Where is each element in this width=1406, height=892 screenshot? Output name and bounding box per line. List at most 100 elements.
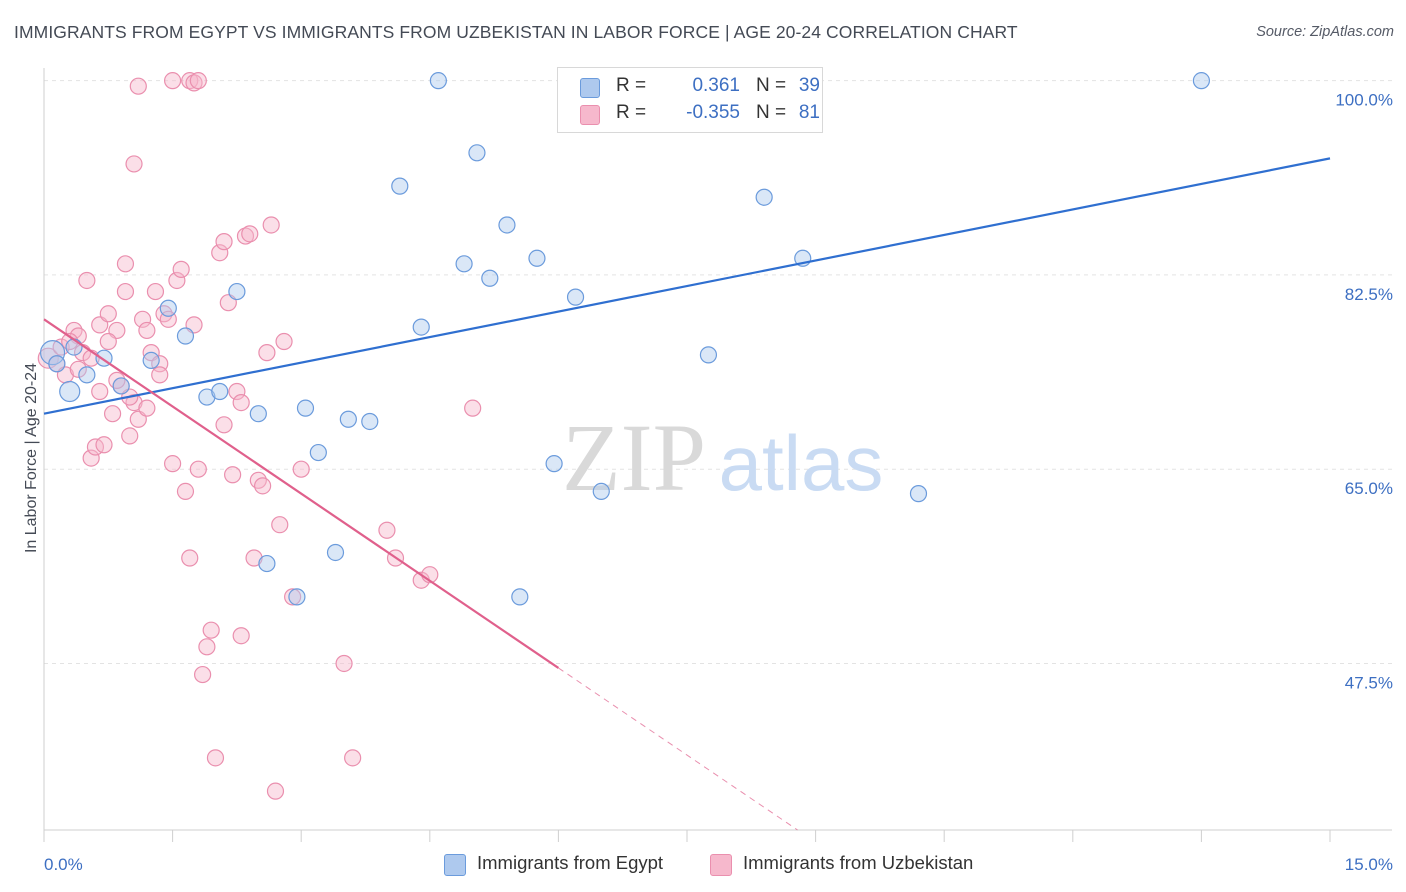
data-point: [592, 482, 610, 501]
data-point: [151, 366, 169, 384]
correlation-legend: R = 0.361 N = 39 R = -0.355 N = 81: [557, 67, 823, 133]
data-point: [125, 155, 143, 173]
data-point: [258, 554, 276, 573]
data-point: [211, 382, 229, 401]
data-point: [481, 269, 499, 287]
y-tick-label: 100.0%: [1335, 91, 1393, 110]
x-tick-label: 15.0%: [1345, 855, 1393, 874]
data-point: [511, 588, 529, 606]
axes: [43, 68, 1392, 842]
data-point: [232, 627, 250, 645]
data-point: [498, 216, 516, 234]
data-point: [224, 466, 242, 484]
data-point: [146, 282, 165, 301]
data-point: [91, 382, 109, 401]
trend-line-solid: [43, 157, 1331, 415]
series-uzbekistan-points: [37, 72, 482, 800]
trend-lines: [43, 157, 1331, 831]
data-point: [215, 416, 233, 434]
legend-label-uzbekistan: Immigrants from Uzbekistan: [743, 852, 974, 873]
data-point: [266, 782, 285, 800]
data-point: [232, 393, 250, 412]
data-point: [339, 410, 357, 428]
data-point: [99, 305, 117, 323]
y-tick-label: 65.0%: [1345, 479, 1393, 498]
data-point: [464, 399, 482, 417]
data-point: [198, 638, 216, 656]
legend-swatch-egypt: [580, 78, 600, 98]
data-point: [275, 332, 293, 351]
data-point: [168, 271, 186, 290]
legend-swatch-uzbekistan: [710, 854, 732, 876]
data-point: [296, 399, 315, 417]
data-point: [211, 244, 229, 262]
data-point: [1192, 72, 1211, 90]
legend-label-egypt: Immigrants from Egypt: [477, 852, 664, 873]
source-credit: Source: ZipAtlas.com: [1256, 24, 1394, 40]
data-point: [78, 271, 96, 290]
legend-r-label: R =: [616, 102, 647, 123]
data-point: [909, 485, 928, 503]
x-tick-label: 0.0%: [44, 855, 83, 874]
data-point: [262, 216, 280, 234]
data-point: [138, 321, 156, 340]
data-point: [254, 477, 272, 495]
data-point: [412, 318, 430, 336]
data-point: [335, 654, 353, 673]
data-point: [189, 72, 207, 90]
data-point: [755, 188, 773, 206]
chart-title: IMMIGRANTS FROM EGYPT VS IMMIGRANTS FROM…: [14, 22, 1018, 42]
data-point: [344, 749, 362, 767]
trend-line-solid: [43, 318, 560, 669]
data-point: [172, 260, 190, 278]
data-point: [116, 282, 135, 301]
legend-r-value: 0.361: [692, 75, 740, 96]
data-point: [245, 549, 263, 567]
x-tick-labels: 0.0% 15.0%: [44, 855, 1393, 874]
data-point: [103, 405, 122, 423]
data-point: [37, 347, 59, 369]
legend-n-label: N =: [756, 102, 787, 123]
data-point: [699, 346, 718, 364]
watermark-atlas: atlas: [719, 419, 884, 507]
trend-line-dashed: [558, 667, 798, 831]
data-point: [198, 388, 216, 406]
data-point: [545, 455, 563, 473]
data-point: [241, 225, 259, 243]
data-point: [455, 255, 473, 273]
data-point: [121, 427, 139, 445]
data-point: [142, 351, 160, 370]
data-point: [129, 77, 147, 95]
data-point: [194, 665, 212, 684]
data-point: [228, 382, 246, 401]
data-point: [181, 549, 199, 567]
data-point: [78, 366, 96, 384]
legend-n-value: 39: [798, 75, 820, 96]
legend-swatch-uzbekistan: [580, 105, 600, 125]
data-point: [59, 380, 81, 403]
watermark: ZIP atlas: [562, 404, 883, 511]
data-point: [82, 449, 100, 467]
data-point: [176, 482, 195, 501]
legend-n-label: N =: [756, 75, 787, 96]
data-point: [48, 355, 66, 373]
legend-r-label: R =: [616, 75, 647, 96]
data-point: [69, 360, 87, 378]
series-legend: Immigrants from Egypt Immigrants from Uz…: [0, 852, 1406, 878]
data-point: [249, 405, 267, 423]
legend-n-value: 81: [798, 102, 820, 123]
data-point: [164, 455, 182, 473]
data-point: [292, 460, 310, 478]
grid-lines: [44, 80, 1392, 664]
data-point: [95, 436, 113, 454]
data-point: [378, 521, 396, 539]
data-point: [271, 516, 289, 534]
data-point: [133, 310, 152, 328]
data-point: [258, 344, 276, 362]
data-point: [288, 588, 306, 606]
data-point: [468, 144, 486, 162]
data-point: [39, 340, 66, 366]
data-point: [215, 233, 233, 251]
data-point: [138, 399, 156, 417]
data-point: [206, 749, 225, 767]
